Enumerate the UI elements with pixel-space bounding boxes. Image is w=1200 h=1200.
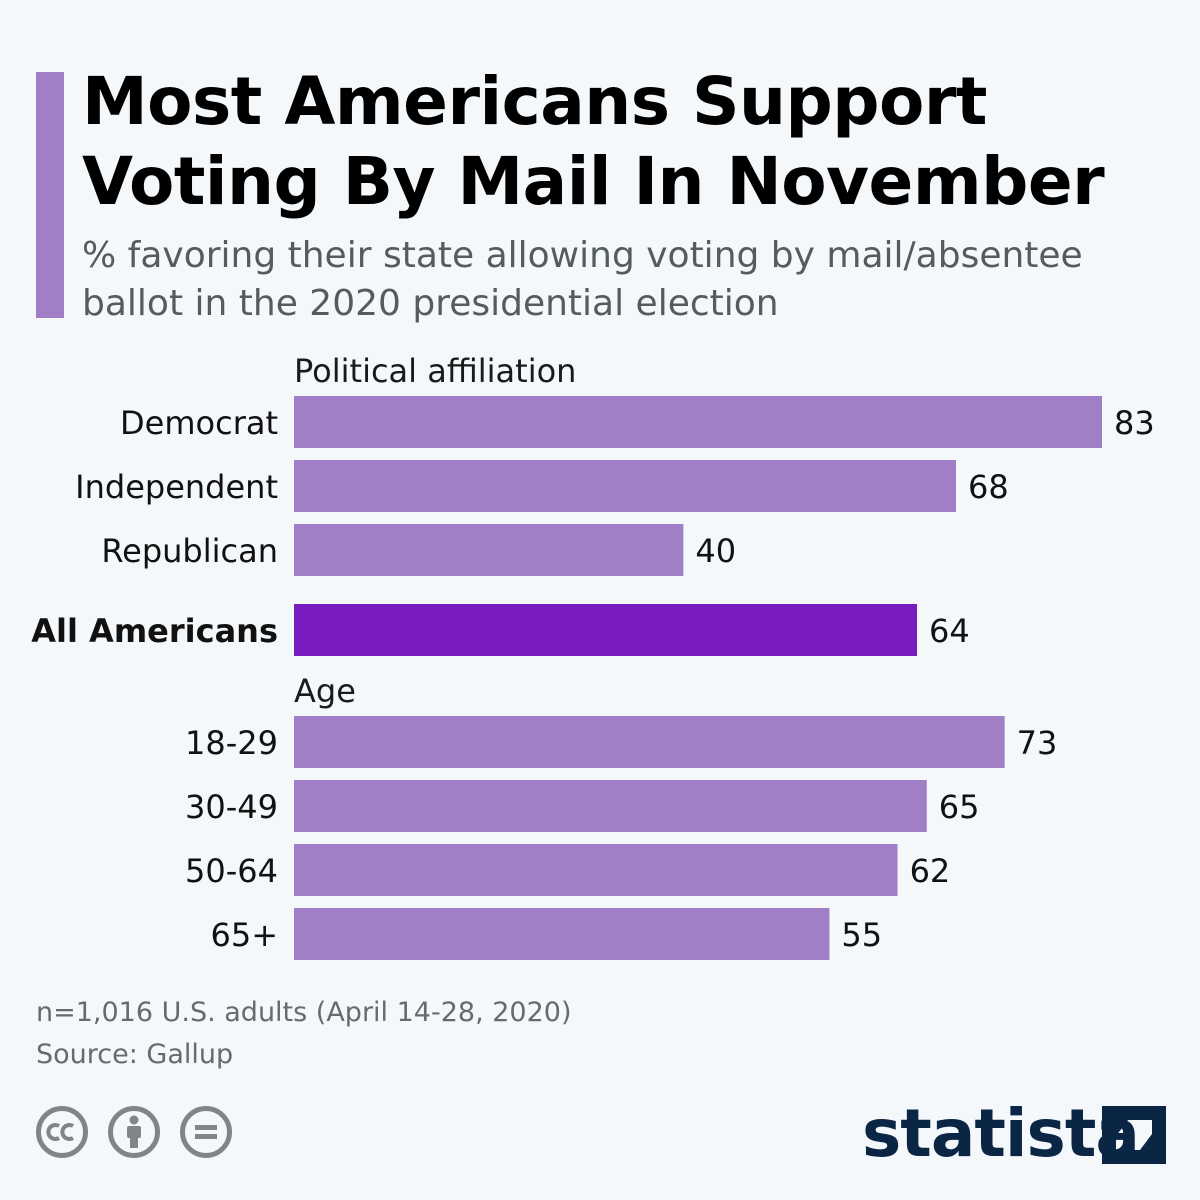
category-label: All Americans <box>31 612 278 650</box>
title-line-2: Voting By Mail In November <box>82 143 1105 220</box>
group-header: Political affiliation <box>294 352 576 390</box>
chart-subtitle: % favoring their state allowing voting b… <box>82 232 1182 328</box>
title-accent-bar <box>36 72 64 318</box>
group-header: Age <box>294 672 356 710</box>
bar <box>294 396 1102 448</box>
title-line-1: Most Americans Support <box>82 63 987 140</box>
chart-title: Most Americans Support Voting By Mail In… <box>82 62 1182 222</box>
bar <box>294 524 684 576</box>
category-label: 65+ <box>210 916 278 954</box>
no-derivatives-icon[interactable] <box>180 1106 232 1158</box>
category-label: 18-29 <box>185 724 278 762</box>
sample-note: n=1,016 U.S. adults (April 14-28, 2020) <box>36 997 572 1028</box>
brand-wordmark: statista <box>862 1095 1140 1172</box>
subtitle-line-1: % favoring their state allowing voting b… <box>82 235 1083 276</box>
creative-commons-icon[interactable] <box>36 1106 88 1158</box>
category-label: Independent <box>75 468 278 506</box>
category-label: 30-49 <box>185 788 278 826</box>
bar <box>294 604 918 656</box>
bar <box>294 460 956 512</box>
value-label: 65 <box>939 788 980 826</box>
statista-logo-icon <box>1102 1106 1166 1164</box>
subtitle-line-2: ballot in the 2020 presidential election <box>82 283 779 324</box>
category-label: Democrat <box>120 404 278 442</box>
value-label: 68 <box>968 468 1009 506</box>
category-label: Republican <box>101 532 278 570</box>
bar <box>294 908 830 960</box>
bar <box>294 716 1005 768</box>
source-note: Source: Gallup <box>36 1039 234 1070</box>
bar <box>294 844 898 896</box>
value-label: 64 <box>929 612 970 650</box>
footer-notes: n=1,016 U.S. adults (April 14-28, 2020) … <box>36 992 572 1076</box>
value-label: 62 <box>910 852 951 890</box>
value-label: 83 <box>1114 404 1155 442</box>
value-label: 40 <box>695 532 736 570</box>
attribution-person-icon[interactable] <box>108 1106 160 1158</box>
bar <box>294 780 927 832</box>
value-label: 55 <box>841 916 882 954</box>
bar-chart: Political affiliation Democrat 83 Independe… <box>31 352 1155 960</box>
value-label: 73 <box>1017 724 1058 762</box>
category-label: 50-64 <box>185 852 278 890</box>
